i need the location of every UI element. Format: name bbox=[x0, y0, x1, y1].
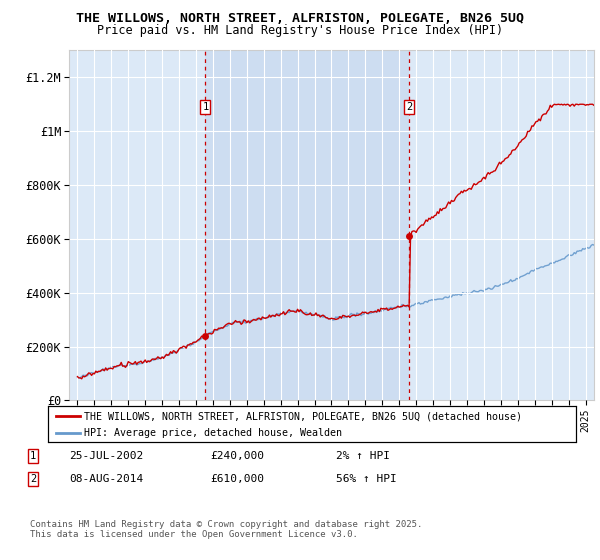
Text: £610,000: £610,000 bbox=[210, 474, 264, 484]
Text: 2% ↑ HPI: 2% ↑ HPI bbox=[336, 451, 390, 461]
Text: 56% ↑ HPI: 56% ↑ HPI bbox=[336, 474, 397, 484]
Text: 1: 1 bbox=[202, 102, 209, 112]
Text: Contains HM Land Registry data © Crown copyright and database right 2025.
This d: Contains HM Land Registry data © Crown c… bbox=[30, 520, 422, 539]
Text: 1: 1 bbox=[30, 451, 36, 461]
Bar bbox=[205, 50, 409, 400]
Text: 25-JUL-2002: 25-JUL-2002 bbox=[69, 451, 143, 461]
Text: 2: 2 bbox=[30, 474, 36, 484]
Text: HPI: Average price, detached house, Wealden: HPI: Average price, detached house, Weal… bbox=[84, 428, 342, 438]
Text: THE WILLOWS, NORTH STREET, ALFRISTON, POLEGATE, BN26 5UQ: THE WILLOWS, NORTH STREET, ALFRISTON, PO… bbox=[76, 12, 524, 25]
Text: Price paid vs. HM Land Registry's House Price Index (HPI): Price paid vs. HM Land Registry's House … bbox=[97, 24, 503, 36]
Text: THE WILLOWS, NORTH STREET, ALFRISTON, POLEGATE, BN26 5UQ (detached house): THE WILLOWS, NORTH STREET, ALFRISTON, PO… bbox=[84, 411, 522, 421]
Text: 08-AUG-2014: 08-AUG-2014 bbox=[69, 474, 143, 484]
Text: £240,000: £240,000 bbox=[210, 451, 264, 461]
Text: 2: 2 bbox=[406, 102, 413, 112]
